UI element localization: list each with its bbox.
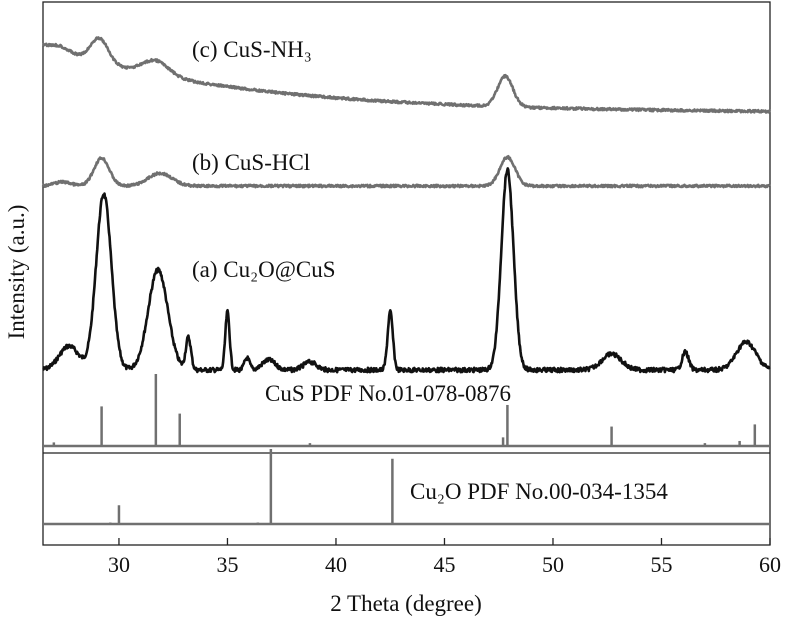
x-axis-ticks: 30 35 40 45 50 55 60 [108, 538, 781, 577]
x-tick-label: 35 [216, 552, 238, 577]
x-tick-label: 50 [542, 552, 564, 577]
series-label-a: (a) Cu₂O@CuS [192, 257, 336, 282]
plot-frame [42, 1, 771, 546]
x-tick-label: 45 [433, 552, 455, 577]
series-line [42, 167, 771, 374]
cus-reference-label: CuS PDF No.01-078-0876 [265, 381, 511, 406]
reference-patterns [43, 374, 770, 526]
x-tick-label: 40 [325, 552, 347, 577]
x-axis-label: 2 Theta (degree) [330, 591, 482, 616]
series-label-c: (c) CuS-NH₃ [192, 37, 312, 62]
y-axis-label: Intensity (a.u.) [4, 205, 29, 340]
cu2o-reference-label: Cu₂O PDF No.00-034-1354 [410, 479, 668, 504]
series-label-b: (b) CuS-HCl [192, 150, 310, 175]
x-tick-label: 30 [108, 552, 130, 577]
series-line [42, 36, 772, 114]
x-tick-label: 55 [650, 552, 672, 577]
diffraction-series [41, 36, 772, 374]
series-line [41, 154, 771, 189]
x-tick-label: 60 [759, 552, 781, 577]
